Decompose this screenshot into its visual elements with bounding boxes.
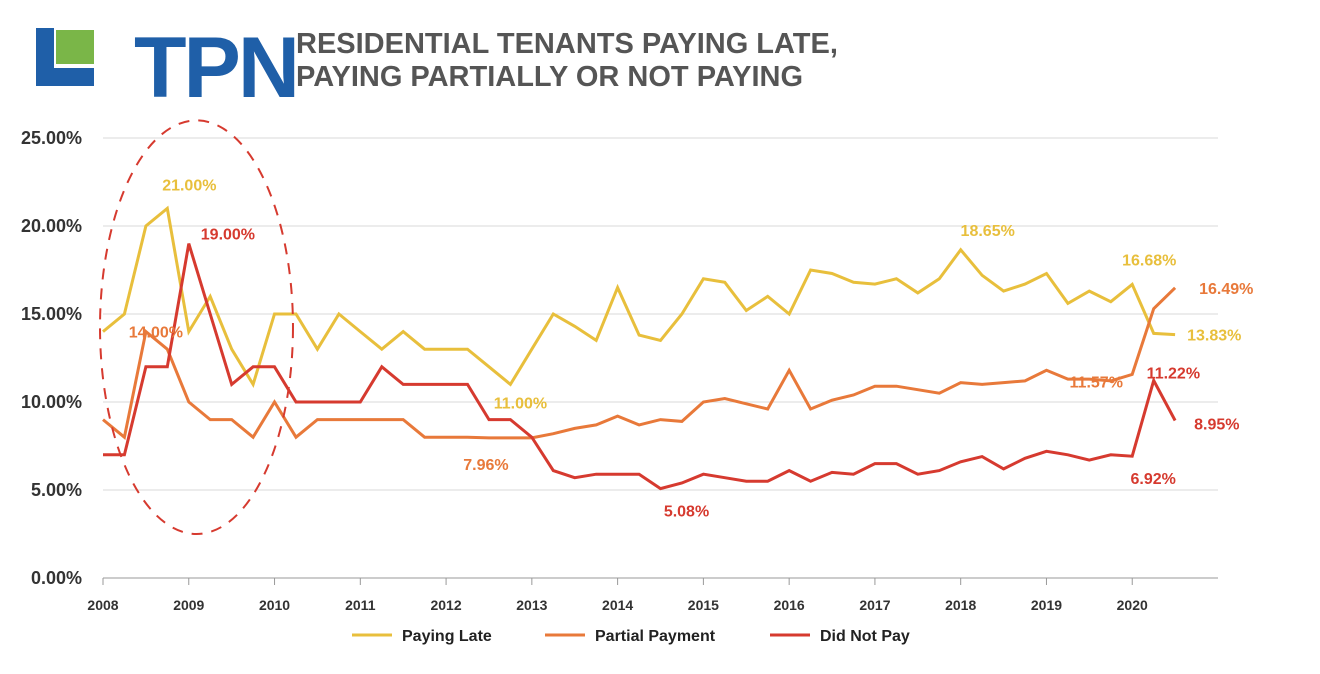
x-axis-ticks: 2008 2009 2010 2011 2012 2013 2014 2015 2016 2017… [87, 578, 1148, 613]
x-tick-label: 2008 [87, 597, 118, 613]
legend: Paying Late Partial Payment Did Not Pay [352, 628, 910, 645]
data-labels: 21.00% 19.00% 14.00% 11.00% 7.96% 5.08% 18.65%… [129, 177, 1254, 520]
grid [103, 137, 1218, 579]
y-tick-label: 15.00% [21, 304, 82, 324]
data-label: 13.83% [1187, 328, 1241, 345]
data-label: 18.65% [961, 223, 1015, 240]
data-label: 16.68% [1122, 252, 1176, 269]
y-tick-label: 5.00% [31, 480, 82, 500]
logo-mark [36, 28, 94, 86]
x-tick-label: 2019 [1031, 597, 1062, 613]
data-label: 19.00% [201, 227, 255, 244]
data-label: 5.08% [664, 504, 709, 521]
y-axis-ticks: 0.00% 5.00% 10.00% 15.00% 20.00% 25.00% [21, 128, 82, 588]
logo-text: TPN [134, 20, 300, 116]
highlight-ellipse [99, 119, 294, 536]
highlight-dashed-ellipse [99, 119, 294, 536]
data-label: 6.92% [1131, 471, 1176, 488]
x-tick-label: 2012 [430, 597, 461, 613]
data-label: 11.00% [494, 395, 547, 412]
x-tick-label: 2009 [173, 597, 204, 613]
chart-title-line2: PAYING PARTIALLY OR NOT PAYING [296, 61, 804, 93]
y-tick-label: 25.00% [21, 128, 82, 148]
tpn-logo: TPN [30, 22, 300, 111]
data-label: 14.00% [129, 325, 183, 342]
legend-label-did-not-pay: Did Not Pay [820, 628, 910, 645]
series-lines [102, 205, 1177, 491]
x-tick-label: 2020 [1117, 597, 1148, 613]
x-tick-label: 2017 [859, 597, 890, 613]
data-label: 16.49% [1199, 281, 1253, 298]
legend-label-paying-late: Paying Late [402, 628, 492, 645]
logo-mark-green [56, 30, 94, 64]
x-tick-label: 2018 [945, 597, 976, 613]
logo-mark-blue [36, 28, 94, 86]
x-tick-label: 2010 [259, 597, 290, 613]
data-label: 7.96% [463, 457, 508, 474]
series-line-paying-late [102, 205, 1176, 389]
data-label: 21.00% [162, 177, 216, 194]
x-tick-label: 2013 [516, 597, 547, 613]
legend-label-partial-payment: Partial Payment [595, 628, 716, 645]
x-tick-label: 2015 [688, 597, 719, 613]
x-tick-label: 2016 [774, 597, 805, 613]
series-line-did-not-pay [103, 243, 1177, 491]
data-label: 11.57% [1070, 374, 1123, 391]
y-tick-label: 10.00% [21, 392, 82, 412]
y-tick-label: 20.00% [21, 216, 82, 236]
x-tick-label: 2014 [602, 597, 633, 613]
series-line-partial-payment [102, 286, 1177, 440]
chart-title-line1: RESIDENTIAL TENANTS PAYING LATE, [296, 28, 838, 60]
data-label: 8.95% [1194, 416, 1239, 433]
data-label: 11.22% [1147, 366, 1200, 383]
chart-title: RESIDENTIAL TENANTS PAYING LATE, PAYING … [296, 28, 838, 94]
y-tick-label: 0.00% [31, 568, 82, 588]
x-tick-label: 2011 [345, 597, 376, 613]
